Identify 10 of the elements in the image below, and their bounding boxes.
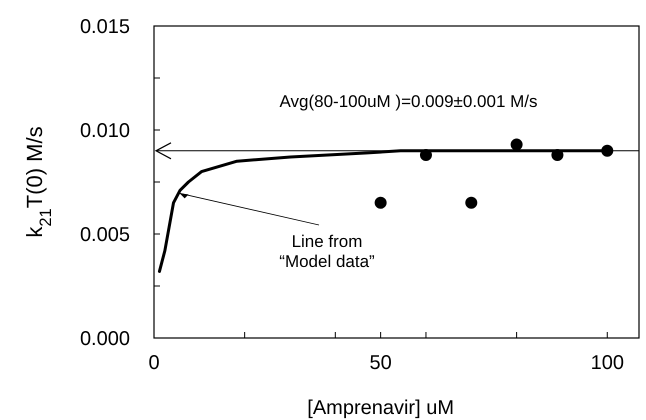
ref-line-label: Avg(80-100uM )=0.009±0.001 M/s [279,92,538,111]
x-tick-label: 100 [590,352,624,374]
x-axis-title: [Amprenavir] uM [307,397,454,419]
y-tick-label: 0.000 [80,328,130,350]
y-tick-label: 0.010 [80,120,130,142]
annotation: Line from “Model data” [279,232,376,271]
x-tick-label: 50 [370,352,392,374]
x-tick-label: 0 [148,352,160,374]
y-tick-label: 0.015 [80,16,130,38]
y-tick-label: 0.005 [80,224,130,246]
